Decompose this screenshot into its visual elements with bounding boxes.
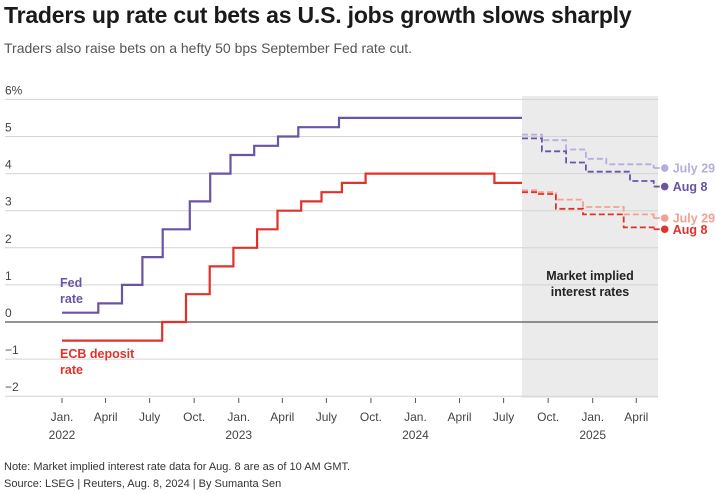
rate-chart: Market implied interest rates −2 −1 0 1 2 3 4 5 6%…: [5, 83, 715, 442]
series-label: rate: [60, 363, 83, 377]
x-tick-label: Jan.: [227, 410, 250, 424]
y-tick-label: −2: [5, 380, 19, 394]
series-end-point: [660, 164, 669, 172]
x-tick-label: Oct.: [183, 410, 205, 424]
series-end-point: [660, 225, 669, 234]
x-tick-label: April: [94, 410, 118, 424]
series-line-5: [522, 191, 655, 230]
series-label: rate: [60, 292, 83, 306]
x-tick-label: July: [493, 410, 514, 424]
x-tick-label: April: [270, 410, 294, 424]
series-end-label: Aug 8: [673, 223, 708, 237]
chart-subtitle: Traders also raise bets on a hefty 50 bp…: [4, 40, 413, 56]
y-tick-label: 2: [5, 232, 12, 246]
series-label: ECB deposit: [60, 347, 135, 361]
series-line-0: [62, 116, 522, 314]
series-end-label: July 29: [673, 162, 715, 176]
series-end-label: Aug 8: [673, 180, 708, 194]
y-tick-label: 6%: [5, 83, 23, 97]
y-tick-label: 5: [5, 121, 12, 135]
series-end-point: [660, 214, 669, 222]
series-end-label: July 29: [673, 212, 715, 226]
x-tick-label: Oct.: [360, 410, 382, 424]
chart-source: Source: LSEG | Reuters, Aug. 8, 2024 | B…: [4, 478, 282, 490]
x-tick-label: Jan.: [581, 410, 604, 424]
series-end-point: [660, 182, 669, 191]
chart-note: Note: Market implied interest rate data …: [4, 461, 351, 473]
x-tick-label: July: [139, 410, 160, 424]
series-label: Fed: [60, 276, 82, 290]
x-tick-label: Oct.: [537, 410, 559, 424]
x-tick-label: April: [624, 410, 648, 424]
shaded-region-label: Market implied: [546, 269, 634, 283]
x-year-label: 2025: [579, 428, 606, 442]
x-tick-label: July: [316, 410, 337, 424]
x-tick-label: April: [448, 410, 472, 424]
y-tick-label: 0: [5, 306, 12, 320]
series-line-1: [62, 172, 522, 342]
series-line-3: [522, 137, 655, 187]
y-tick-label: −1: [5, 343, 19, 357]
series-line-4: [522, 189, 655, 219]
chart-title: Traders up rate cut bets as U.S. jobs gr…: [4, 2, 632, 28]
x-tick-label: Jan.: [51, 410, 74, 424]
x-year-label: 2023: [225, 428, 252, 442]
x-year-label: 2022: [49, 428, 76, 442]
y-tick-label: 1: [5, 269, 12, 283]
x-year-label: 2024: [402, 428, 429, 442]
shaded-region-label: interest rates: [551, 285, 630, 299]
forecast-shaded-region: [522, 96, 658, 398]
x-tick-label: Jan.: [404, 410, 427, 424]
y-tick-label: 3: [5, 195, 12, 209]
y-tick-label: 4: [5, 158, 12, 172]
